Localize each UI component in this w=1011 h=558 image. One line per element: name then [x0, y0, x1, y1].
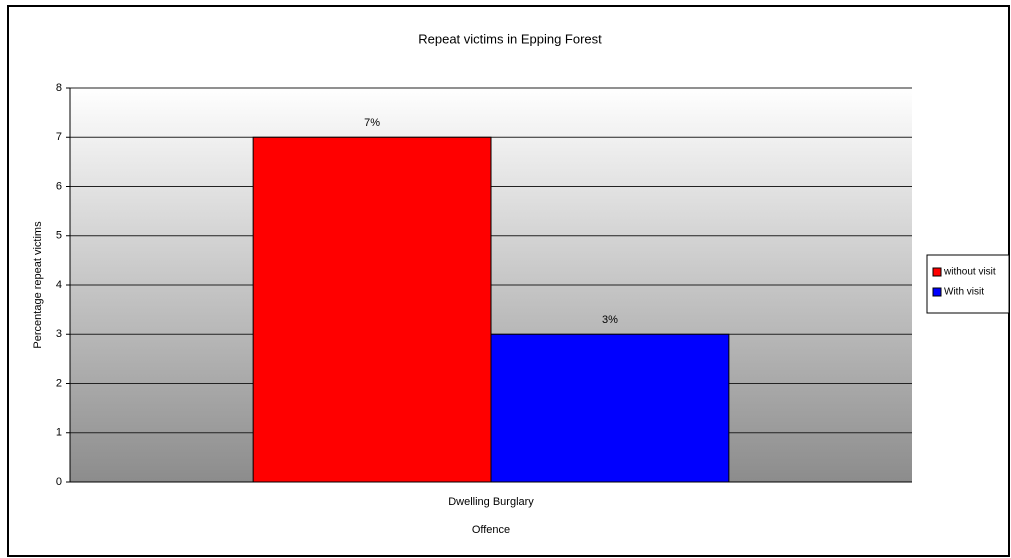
y-tick-label: 1 [56, 427, 62, 439]
y-tick-label: 0 [56, 476, 62, 488]
chart-title: Repeat victims in Epping Forest [418, 31, 602, 46]
legend-box [926, 254, 1010, 314]
data-label: 7% [364, 117, 380, 129]
y-tick-label: 7 [56, 131, 62, 143]
data-label: 3% [602, 314, 618, 326]
x-tick-label: Dwelling Burglary [448, 496, 534, 508]
x-axis-label: Offence [472, 524, 510, 536]
legend-swatch [932, 287, 942, 297]
legend-label: With visit [944, 287, 984, 298]
y-tick-label: 3 [56, 328, 62, 340]
y-tick-label: 4 [56, 279, 62, 291]
y-tick-label: 6 [56, 180, 62, 192]
bar [252, 136, 492, 483]
y-tick-label: 2 [56, 377, 62, 389]
y-tick-label: 5 [56, 230, 62, 242]
legend-swatch [932, 267, 942, 277]
legend-label: without visit [943, 267, 996, 278]
y-axis-label: Percentage repeat victims [32, 221, 44, 349]
bar [490, 333, 730, 483]
y-tick-label: 8 [56, 82, 62, 94]
